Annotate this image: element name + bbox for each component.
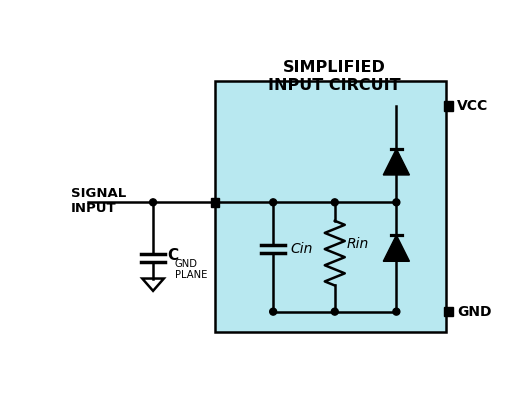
- Text: INPUT CIRCUIT: INPUT CIRCUIT: [268, 78, 401, 92]
- Circle shape: [331, 199, 338, 206]
- Text: SIGNAL
INPUT: SIGNAL INPUT: [71, 187, 126, 215]
- Text: VCC: VCC: [457, 99, 488, 113]
- Polygon shape: [383, 235, 409, 261]
- Circle shape: [331, 308, 338, 315]
- Circle shape: [270, 308, 277, 315]
- Text: Cin: Cin: [290, 242, 312, 256]
- Bar: [211, 198, 219, 207]
- Circle shape: [393, 308, 400, 315]
- Polygon shape: [383, 149, 409, 175]
- Circle shape: [149, 199, 157, 206]
- Text: GND: GND: [457, 305, 492, 319]
- Circle shape: [393, 199, 400, 206]
- Text: SIMPLIFIED: SIMPLIFIED: [283, 60, 386, 75]
- Bar: [215, 81, 445, 332]
- Text: Rin: Rin: [347, 237, 369, 251]
- Text: GND
PLANE: GND PLANE: [174, 258, 207, 280]
- Circle shape: [270, 199, 277, 206]
- Bar: [444, 101, 453, 111]
- Text: C: C: [167, 248, 178, 263]
- Bar: [444, 307, 453, 316]
